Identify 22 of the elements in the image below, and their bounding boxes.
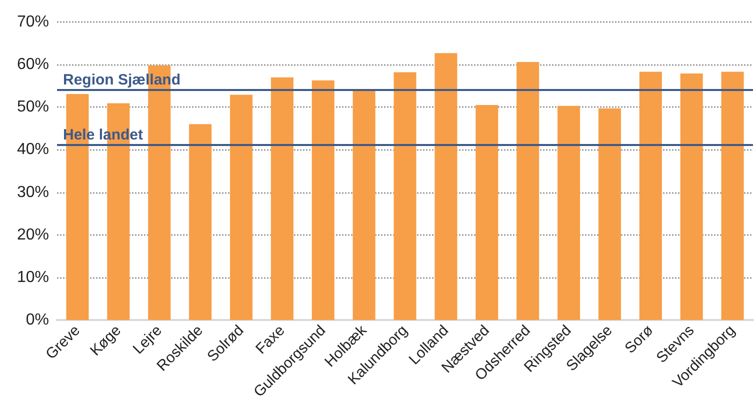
y-tick-label: 30% [16,184,49,201]
y-tick-label: 70% [16,14,49,30]
bar [270,77,294,320]
bar [598,108,621,320]
bar [189,124,212,320]
bar [558,106,580,320]
bar [721,72,744,320]
bar [639,72,662,320]
bar [230,94,252,320]
bar [394,72,416,320]
bar [434,53,458,320]
bar [352,90,376,320]
bar [476,105,498,320]
y-tick-label: 60% [16,56,49,74]
y-tick-label: 20% [16,226,49,244]
y-tick-label: 10% [16,268,49,286]
bar [680,74,703,320]
y-tick-label: 50% [16,98,49,116]
bar [312,80,334,320]
bar [516,62,540,320]
y-tick-label: 0% [26,312,49,328]
y-tick-label: 40% [16,141,49,158]
